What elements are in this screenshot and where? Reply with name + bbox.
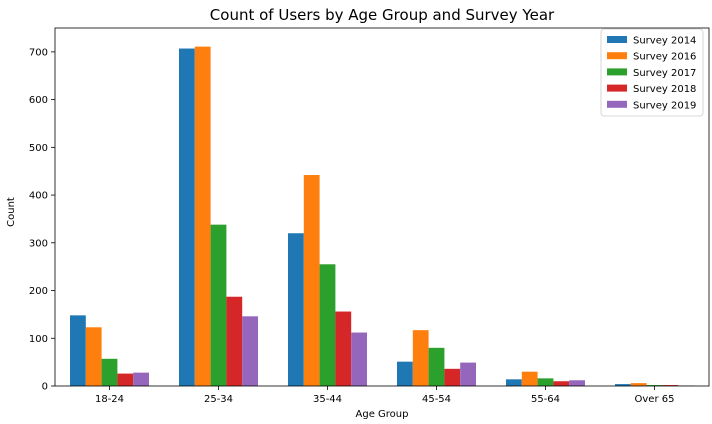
legend-label: Survey 2017 [633, 68, 696, 79]
legend: Survey 2014 Survey 2016 Survey 2017 Survey … [600, 28, 704, 117]
bar-25-34-survey-2014 [179, 48, 195, 386]
legend-swatch [607, 100, 627, 108]
legend-swatch [607, 84, 627, 92]
bar-18-24-survey-2017 [101, 358, 118, 386]
y-tick-label: 500 [29, 143, 48, 154]
bar-55-64-survey-2017 [537, 378, 554, 386]
bar-18-24-survey-2019 [133, 372, 149, 386]
y-tick-label: 700 [29, 47, 48, 58]
legend-swatch [607, 36, 627, 43]
bar-45-54-survey-2018 [444, 368, 461, 386]
legend-label: Survey 2018 [633, 84, 696, 95]
y-tick-label: 300 [29, 238, 48, 249]
legend-swatch [607, 68, 627, 76]
bar-Over 65-survey-2014 [615, 384, 631, 386]
x-tick-label: 35-44 [313, 394, 342, 405]
legend-swatch [607, 52, 627, 60]
bar-55-64-survey-2019 [569, 380, 585, 386]
bar-35-44-survey-2014 [288, 233, 304, 386]
bar-18-24-survey-2018 [117, 373, 134, 386]
bar-45-54-survey-2017 [428, 347, 445, 386]
x-tick-label: Over 65 [635, 394, 675, 405]
bar-35-44-survey-2017 [319, 264, 336, 386]
legend-label: Survey 2014 [633, 36, 696, 47]
bar-25-34-survey-2019 [242, 316, 258, 386]
bar-Over 65-survey-2017 [646, 385, 663, 386]
y-tick-label: 100 [29, 334, 48, 345]
bar-55-64-survey-2014 [506, 379, 522, 386]
x-axis-label: Age Group [356, 409, 409, 420]
y-tick-label: 0 [42, 382, 48, 393]
bar-25-34-survey-2016 [194, 46, 211, 387]
plot-frame [54, 27, 710, 387]
bar-18-24-survey-2014 [70, 315, 86, 386]
x-tick-label: 25-34 [204, 394, 233, 405]
legend-box [600, 28, 704, 117]
bar-25-34-survey-2018 [226, 296, 243, 386]
bars-layer [70, 46, 694, 387]
bar-55-64-survey-2018 [553, 381, 570, 386]
bar-Over 65-survey-2018 [662, 385, 679, 386]
y-tick-label: 600 [29, 95, 48, 106]
y-tick-label: 400 [29, 191, 48, 202]
x-tick-label: 18-24 [95, 394, 124, 405]
legend-label: Survey 2019 [633, 100, 696, 111]
bar-35-44-survey-2019 [351, 332, 367, 386]
legend-label: Survey 2016 [633, 52, 696, 63]
axes-layer: 0 100 200 300 400 500 600 700 18-24 25-34 35-44 45-… [29, 27, 710, 405]
y-tick-label: 200 [29, 286, 48, 297]
bar-18-24-survey-2016 [85, 327, 102, 386]
y-axis-label: Count [6, 197, 17, 227]
bar-55-64-survey-2016 [521, 371, 538, 386]
bar-45-54-survey-2014 [397, 361, 413, 386]
bar-Over 65-survey-2016 [630, 383, 647, 386]
bar-45-54-survey-2016 [412, 330, 429, 386]
bar-35-44-survey-2018 [335, 311, 352, 386]
bar-25-34-survey-2017 [210, 224, 227, 386]
bar-35-44-survey-2016 [303, 175, 320, 386]
x-tick-label: 55-64 [531, 394, 560, 405]
bar-45-54-survey-2019 [460, 362, 476, 386]
chart-title: Count of Users by Age Group and Survey Y… [210, 6, 555, 24]
x-tick-label: 45-54 [422, 394, 451, 405]
